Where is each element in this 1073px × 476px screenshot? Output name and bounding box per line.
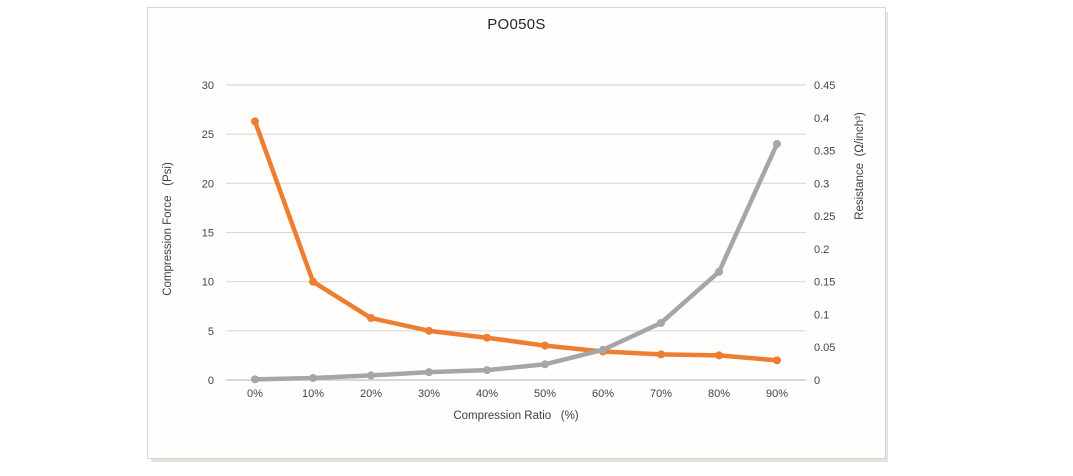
y-left-tick-label: 15 [202,228,214,240]
series-point-resistance [541,360,549,369]
x-tick-label: 70% [650,388,672,400]
series-point-compression-force [657,350,665,359]
chart-card: PO050S 0 5 10 15 20 25 30 0 0.05 0.1 0.15 0.2 0.25 0.… [147,7,886,459]
series-line-resistance [252,141,780,382]
y-left-tick-label: 25 [202,129,214,141]
y-left-tick-label: 0 [208,375,214,387]
x-axis-title: Compression Ratio (%) [453,410,579,422]
y-left-tick-label: 30 [202,80,214,92]
x-tick-label: 20% [360,388,382,400]
series-point-resistance [425,368,433,377]
series-point-resistance [483,366,491,375]
series-point-compression-force [309,277,317,286]
y-axis-title-left: Compression Force (Psi) [162,162,174,296]
series-point-resistance [599,345,607,354]
chart-title: PO050S [487,16,546,33]
series-point-compression-force [425,326,433,335]
y-left-tick-label: 20 [202,178,214,190]
series-point-compression-force [715,351,723,360]
y-right-tick-label: 0 [814,375,820,387]
y-right-tick-label: 0.45 [814,80,835,92]
y-right-tick-label: 0.2 [814,244,829,256]
y-right-tick-label: 0.1 [814,309,829,321]
series-point-compression-force [251,117,259,126]
y-axis-title-right: Resistance (Ω/inch³) [854,112,866,220]
series-point-compression-force [367,314,375,323]
series-point-resistance [251,375,259,384]
series-point-resistance [715,267,723,276]
x-tick-label: 90% [766,388,788,400]
y-right-tick-label: 0.25 [814,211,835,223]
x-tick-label: 30% [418,388,440,400]
series-point-compression-force [541,341,549,350]
x-tick-label: 40% [476,388,498,400]
series-point-resistance [309,374,317,383]
y-left-tick-label: 10 [202,277,214,289]
y-right-tick-label: 0.15 [814,277,835,289]
x-tick-label: 0% [247,388,263,400]
series-point-compression-force [483,333,491,342]
series-point-resistance [657,318,665,327]
plot-area: 0 5 10 15 20 25 30 0 0.05 0.1 0.15 0.2 0.25 0.3 0.35 0.… [202,80,836,400]
y-right-tick-label: 0.35 [814,146,835,158]
x-tick-label: 10% [302,388,324,400]
x-tick-label: 60% [592,388,614,400]
y-right-tick-label: 0.05 [814,342,835,354]
y-right-tick-label: 0.3 [814,178,829,190]
series-point-compression-force [773,356,781,365]
y-right-tick-label: 0.4 [814,113,829,125]
series-line-compression-force [252,119,780,363]
y-left-tick-label: 5 [208,326,214,338]
series-point-resistance [773,140,781,148]
series-point-resistance [367,371,375,380]
x-tick-label: 50% [534,388,556,400]
x-tick-label: 80% [708,388,730,400]
